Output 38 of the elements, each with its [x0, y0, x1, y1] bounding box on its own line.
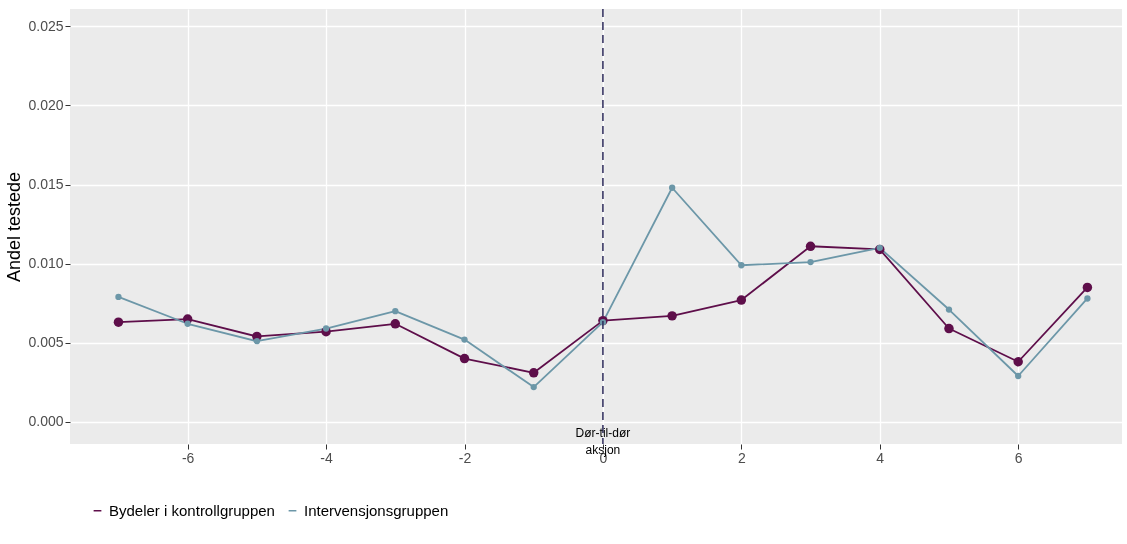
point [738, 262, 745, 269]
y-tick-label: 0.015 [28, 176, 64, 193]
y-tick-label: 0.020 [28, 96, 64, 113]
x-tick-label: 4 [876, 449, 885, 466]
point [528, 368, 539, 378]
point [668, 184, 676, 191]
point [184, 320, 191, 327]
point [736, 295, 747, 305]
point [667, 311, 677, 321]
x-tick-label: 2 [737, 449, 746, 466]
point [115, 293, 122, 301]
point [390, 319, 401, 329]
y-tick-label: 0.005 [28, 334, 64, 351]
x-tick-label: -6 [181, 449, 195, 466]
point [1084, 295, 1091, 302]
point [530, 383, 537, 391]
x-tick-label: -4 [320, 449, 334, 466]
x-tick-label: -2 [458, 449, 472, 466]
point [1082, 282, 1093, 293]
point [807, 258, 814, 266]
point [459, 353, 470, 364]
y-axis-title: Andel testede [4, 171, 25, 283]
point [253, 338, 261, 345]
x-tick-label: 6 [1014, 449, 1023, 466]
point [944, 323, 954, 334]
point [461, 336, 468, 343]
legend-label: Bydeler i kontrollgruppen [109, 501, 275, 519]
point [1015, 372, 1022, 380]
point [1013, 357, 1023, 367]
point [322, 325, 330, 332]
y-tick-label: 0.025 [28, 17, 64, 34]
point [392, 307, 399, 315]
y-tick-label: 0.000 [28, 413, 64, 430]
point [945, 306, 953, 313]
y-tick-label: 0.010 [28, 255, 64, 272]
point [113, 317, 124, 327]
legend-label: Intervensjonsgruppen [304, 501, 449, 519]
point [805, 241, 816, 252]
